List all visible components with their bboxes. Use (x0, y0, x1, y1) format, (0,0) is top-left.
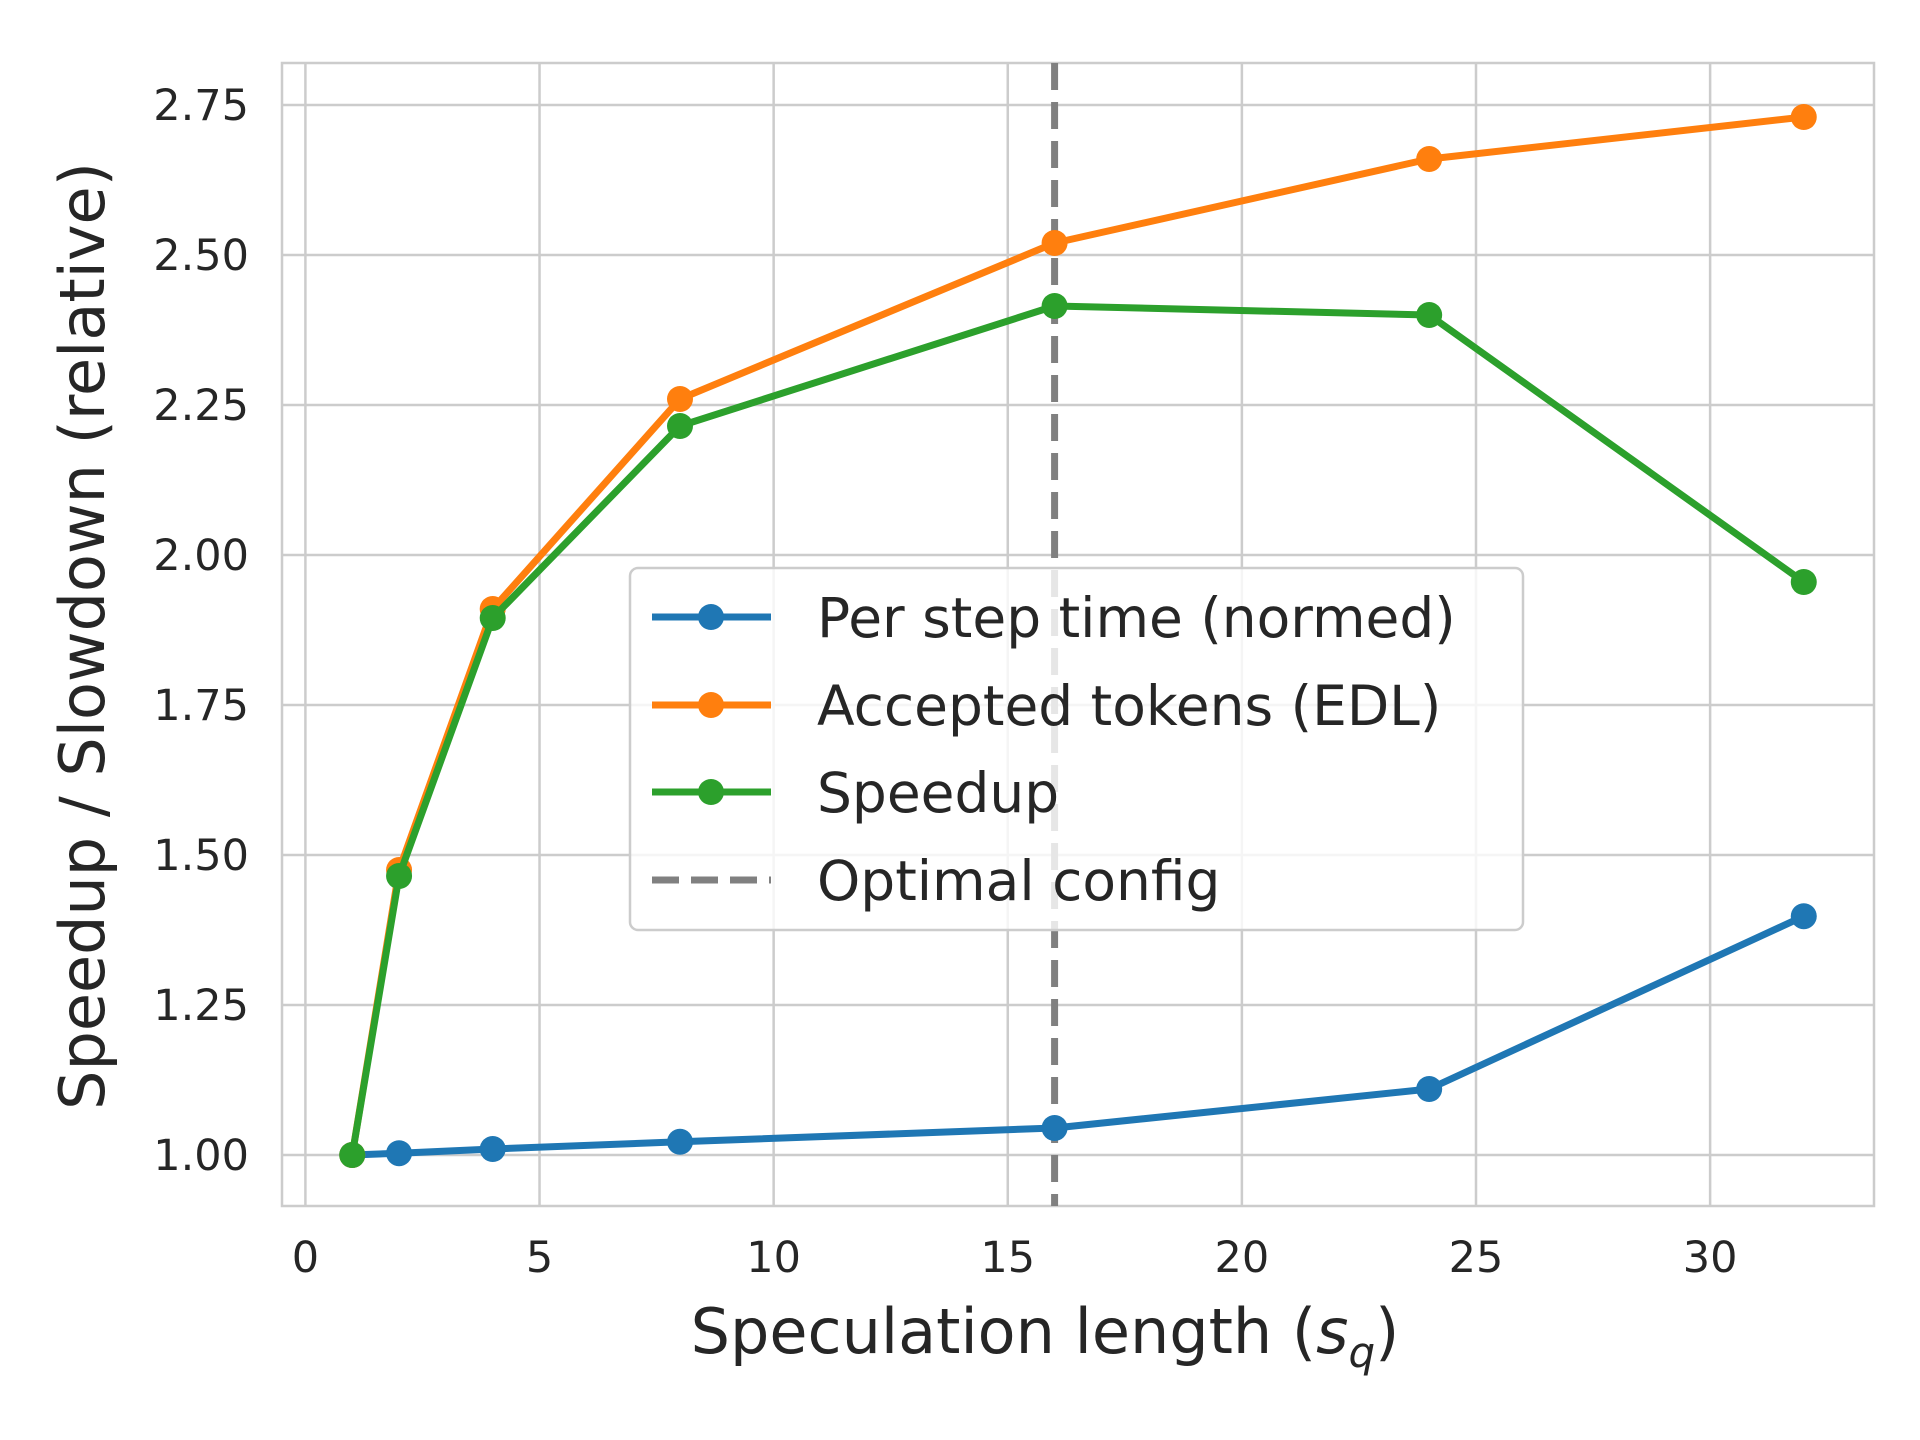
data-point (667, 413, 693, 439)
plot-frame (280, 61, 1876, 1208)
data-point (1790, 569, 1817, 595)
data-point (1790, 104, 1817, 130)
series-group (339, 104, 1817, 1168)
y-tick-label: 2.75 (153, 81, 249, 131)
x-tick-label: 0 (292, 1233, 319, 1283)
legend-frame (628, 566, 1525, 932)
data-point (386, 863, 413, 889)
data-point (1790, 903, 1817, 930)
data-point (667, 386, 693, 412)
x-tick-label: 10 (746, 1233, 801, 1283)
y-tick-label: 1.50 (153, 831, 249, 881)
data-point (1416, 1076, 1443, 1102)
y-axis-title: Speedup / Slowdown (relative) (46, 162, 119, 1110)
legend-label: Speedup (817, 761, 1059, 825)
x-tick-label: 20 (1215, 1233, 1270, 1283)
data-point (1416, 302, 1443, 328)
data-point (1041, 1115, 1068, 1141)
x-tick-label: 15 (980, 1233, 1035, 1283)
data-point (1416, 146, 1443, 172)
x-tick-label: 30 (1683, 1233, 1738, 1283)
data-point (1041, 293, 1068, 319)
legend-marker (698, 692, 724, 718)
y-tick-label: 2.50 (153, 231, 249, 281)
x-axis-title: Speculation length (sq) (691, 1295, 1400, 1377)
legend-label: Per step time (normed) (817, 586, 1456, 650)
data-point (667, 1128, 693, 1155)
legend-label: Optimal config (817, 849, 1220, 913)
data-point (339, 1142, 366, 1168)
x-tick-labels: 0 5 10 15 20 25 30 (292, 1233, 1738, 1283)
legend: Per step time (normed) Accepted tokens (E… (628, 566, 1525, 932)
y-tick-label: 1.00 (153, 1131, 249, 1181)
x-tick-label: 5 (526, 1233, 553, 1283)
legend-label: Accepted tokens (EDL) (817, 674, 1441, 738)
y-tick-label: 2.00 (153, 531, 249, 581)
legend-entry: Per step time (normed) (652, 586, 1456, 650)
x-tick-label: 25 (1449, 1233, 1504, 1283)
legend-marker (698, 604, 724, 630)
data-point (479, 605, 506, 631)
y-tick-label: 2.25 (153, 381, 249, 431)
legend-entry: Speedup (652, 761, 1059, 825)
legend-entry: Accepted tokens (EDL) (652, 674, 1441, 738)
series-2 (339, 293, 1817, 1168)
data-point (386, 1140, 413, 1167)
data-point (1041, 230, 1068, 256)
y-tick-label: 1.75 (153, 681, 249, 731)
y-tick-labels: 1.00 1.25 1.50 1.75 2.00 2.25 2.50 2.75 (153, 81, 249, 1181)
legend-marker (698, 779, 724, 805)
legend-entry: Optimal config (652, 849, 1220, 913)
data-point (479, 1136, 506, 1162)
y-tick-label: 1.25 (153, 981, 249, 1031)
